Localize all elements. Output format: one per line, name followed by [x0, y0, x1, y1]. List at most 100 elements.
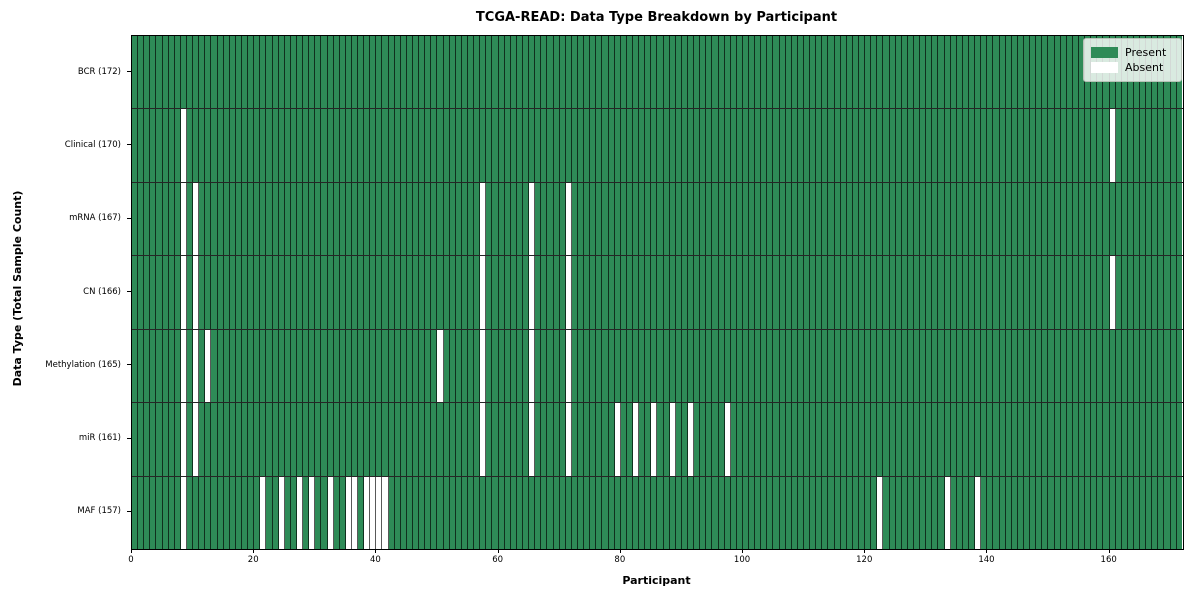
heatmap-cell [1054, 256, 1061, 329]
heatmap-cell [895, 36, 902, 109]
heatmap-cell [321, 329, 328, 403]
heatmap-cell [345, 403, 352, 476]
heatmap-cell [400, 182, 407, 256]
heatmap-cell [461, 109, 469, 182]
heatmap-cell [541, 476, 548, 549]
heatmap-cell [944, 403, 951, 476]
heatmap-cell [296, 476, 304, 549]
heatmap-cell [370, 476, 377, 549]
heatmap-cell [742, 36, 750, 109]
heatmap-cell [736, 403, 743, 476]
heatmap-cell [565, 182, 572, 256]
heatmap-cell [804, 329, 811, 403]
heatmap-cell [730, 109, 737, 182]
heatmap-cell [1152, 256, 1159, 329]
heatmap-cell [1097, 182, 1104, 256]
heatmap-cell [749, 329, 756, 403]
heatmap-cell [749, 403, 756, 476]
heatmap-cell [993, 182, 1000, 256]
heatmap-cell [797, 256, 805, 329]
heatmap-cell [834, 109, 841, 182]
heatmap-cell [419, 36, 426, 109]
heatmap-cell [632, 476, 640, 549]
heatmap-cell [571, 329, 578, 403]
heatmap-cell [419, 329, 426, 403]
heatmap-cell [431, 476, 438, 549]
heatmap-cell [510, 476, 517, 549]
heatmap-cell [1036, 329, 1043, 403]
heatmap-cell [504, 256, 511, 329]
heatmap-cell [785, 403, 792, 476]
heatmap-cell [284, 36, 291, 109]
heatmap-cell [272, 182, 279, 256]
heatmap-cell [577, 109, 585, 182]
heatmap-cell [486, 403, 493, 476]
heatmap-cell [205, 36, 212, 109]
heatmap-cell [877, 329, 884, 403]
heatmap-cell [865, 36, 872, 109]
heatmap-cell [229, 403, 236, 476]
heatmap-cell [1115, 182, 1122, 256]
heatmap-cell [975, 476, 982, 549]
heatmap-cell [846, 403, 853, 476]
heatmap-cell [437, 182, 444, 256]
heatmap-cell [248, 403, 255, 476]
heatmap-cell [333, 109, 340, 182]
heatmap-cell [632, 109, 640, 182]
heatmap-cell [1066, 36, 1073, 109]
heatmap-cell [687, 36, 695, 109]
heatmap-cell [1048, 476, 1055, 549]
heatmap-cell [296, 36, 304, 109]
heatmap-cell [834, 476, 841, 549]
heatmap-cell [1048, 109, 1055, 182]
heatmap-cell [871, 329, 878, 403]
heatmap-cell [620, 36, 627, 109]
x-tick-mark [253, 549, 255, 553]
heatmap-cell [309, 329, 316, 403]
heatmap-cell [1005, 256, 1012, 329]
heatmap-cell [895, 403, 902, 476]
heatmap-cell [1091, 329, 1098, 403]
heatmap-cell [1121, 256, 1128, 329]
heatmap-cell [431, 403, 438, 476]
heatmap-cell [541, 256, 548, 329]
heatmap-cell [755, 476, 762, 549]
heatmap-cell [1036, 182, 1043, 256]
heatmap-cell [785, 182, 792, 256]
heatmap-cell [535, 476, 542, 549]
y-tick-label: MAF (157) [77, 506, 121, 517]
heatmap-cell [852, 182, 860, 256]
heatmap-cell [1005, 182, 1012, 256]
heatmap-cell [1170, 256, 1177, 329]
heatmap-row [132, 476, 1183, 549]
heatmap-cell [217, 256, 224, 329]
heatmap-cell [217, 109, 224, 182]
heatmap-cell [529, 329, 536, 403]
heatmap-cell [999, 476, 1006, 549]
heatmap-cell [388, 329, 395, 403]
heatmap-cell [846, 256, 853, 329]
heatmap-cell [1152, 403, 1159, 476]
heatmap-cell [755, 256, 762, 329]
heatmap-cell [779, 329, 786, 403]
heatmap-cell [1078, 403, 1086, 476]
heatmap-cell [138, 36, 145, 109]
heatmap-cell [504, 109, 511, 182]
heatmap-cell [1078, 182, 1086, 256]
heatmap-cell [962, 403, 969, 476]
heatmap-cell [1042, 109, 1049, 182]
heatmap-cell [1066, 476, 1073, 549]
heatmap-cell [394, 109, 401, 182]
heatmap-cell [431, 182, 438, 256]
heatmap-cell [914, 36, 921, 109]
heatmap-cell [516, 403, 523, 476]
heatmap-cell [590, 329, 597, 403]
heatmap-cell [284, 256, 291, 329]
heatmap-cell [755, 182, 762, 256]
heatmap-cell [535, 36, 542, 109]
heatmap-cell [584, 36, 591, 109]
heatmap-cell [162, 109, 169, 182]
heatmap-cell [553, 403, 560, 476]
heatmap-cell [700, 329, 707, 403]
heatmap-cell [944, 256, 951, 329]
